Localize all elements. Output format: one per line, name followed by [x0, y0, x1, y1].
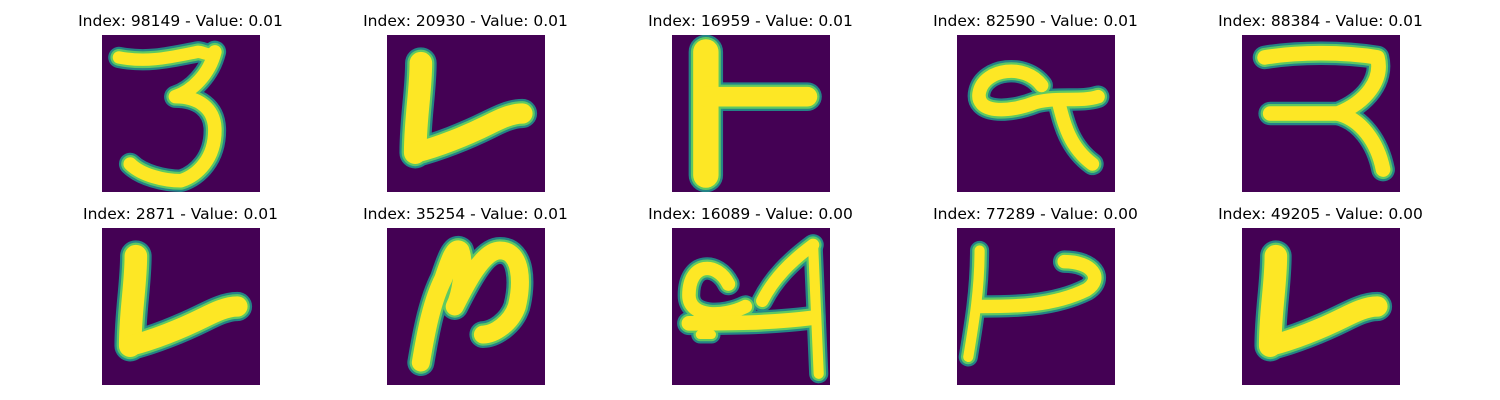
digit-stroke [1257, 45, 1386, 121]
digit-stroke [405, 103, 533, 163]
panel-title: Index: 88384 - Value: 0.01 [1218, 12, 1423, 30]
digit-stroke [1258, 244, 1288, 357]
digit-image [102, 228, 260, 385]
digit-stroke [411, 240, 529, 372]
panel-title: Index: 77289 - Value: 0.00 [933, 205, 1138, 223]
digit-image [387, 228, 545, 385]
digit-stroke [403, 51, 433, 164]
digit-stroke [1051, 95, 1100, 171]
image-panel: Index: 98149 - Value: 0.01 [38, 0, 323, 193]
digit-stroke [1260, 296, 1388, 356]
panel-title: Index: 98149 - Value: 0.01 [78, 12, 283, 30]
digit-stroke [123, 45, 222, 188]
panel-title: Index: 82590 - Value: 0.01 [933, 12, 1138, 30]
digit-stroke [972, 64, 1105, 117]
digit-image [957, 35, 1115, 192]
digit-image [102, 35, 260, 192]
digit-image [1242, 35, 1400, 192]
image-panel: Index: 88384 - Value: 0.01 [1178, 0, 1463, 193]
image-panel: Index: 49205 - Value: 0.00 [1178, 193, 1463, 386]
panel-title: Index: 16089 - Value: 0.00 [648, 205, 853, 223]
image-panel: Index: 2871 - Value: 0.01 [38, 193, 323, 386]
digit-stroke [972, 254, 1102, 314]
image-panel: Index: 20930 - Value: 0.01 [323, 0, 608, 193]
image-panel: Index: 77289 - Value: 0.00 [893, 193, 1178, 386]
digit-image [387, 35, 545, 192]
image-panel: Index: 82590 - Value: 0.01 [893, 0, 1178, 193]
digit-stroke [807, 239, 824, 379]
image-panel: Index: 16089 - Value: 0.00 [608, 193, 893, 386]
digit-image [672, 35, 830, 192]
panel-title: Index: 35254 - Value: 0.01 [363, 205, 568, 223]
panel-title: Index: 20930 - Value: 0.01 [363, 12, 568, 30]
panel-title: Index: 49205 - Value: 0.00 [1218, 205, 1423, 223]
digit-image [1242, 228, 1400, 385]
image-panel: Index: 16959 - Value: 0.01 [608, 0, 893, 193]
digit-stroke [1330, 106, 1391, 177]
panel-title: Index: 2871 - Value: 0.01 [83, 205, 278, 223]
panel-title: Index: 16959 - Value: 0.01 [648, 12, 853, 30]
digit-stroke [682, 261, 753, 321]
image-panel: Index: 35254 - Value: 0.01 [323, 193, 608, 386]
digit-stroke [681, 310, 821, 331]
digit-stroke [756, 238, 820, 308]
digit-image [672, 228, 830, 385]
digit-image [957, 228, 1115, 385]
digit-stroke [118, 244, 148, 357]
digit-stroke [120, 296, 248, 356]
